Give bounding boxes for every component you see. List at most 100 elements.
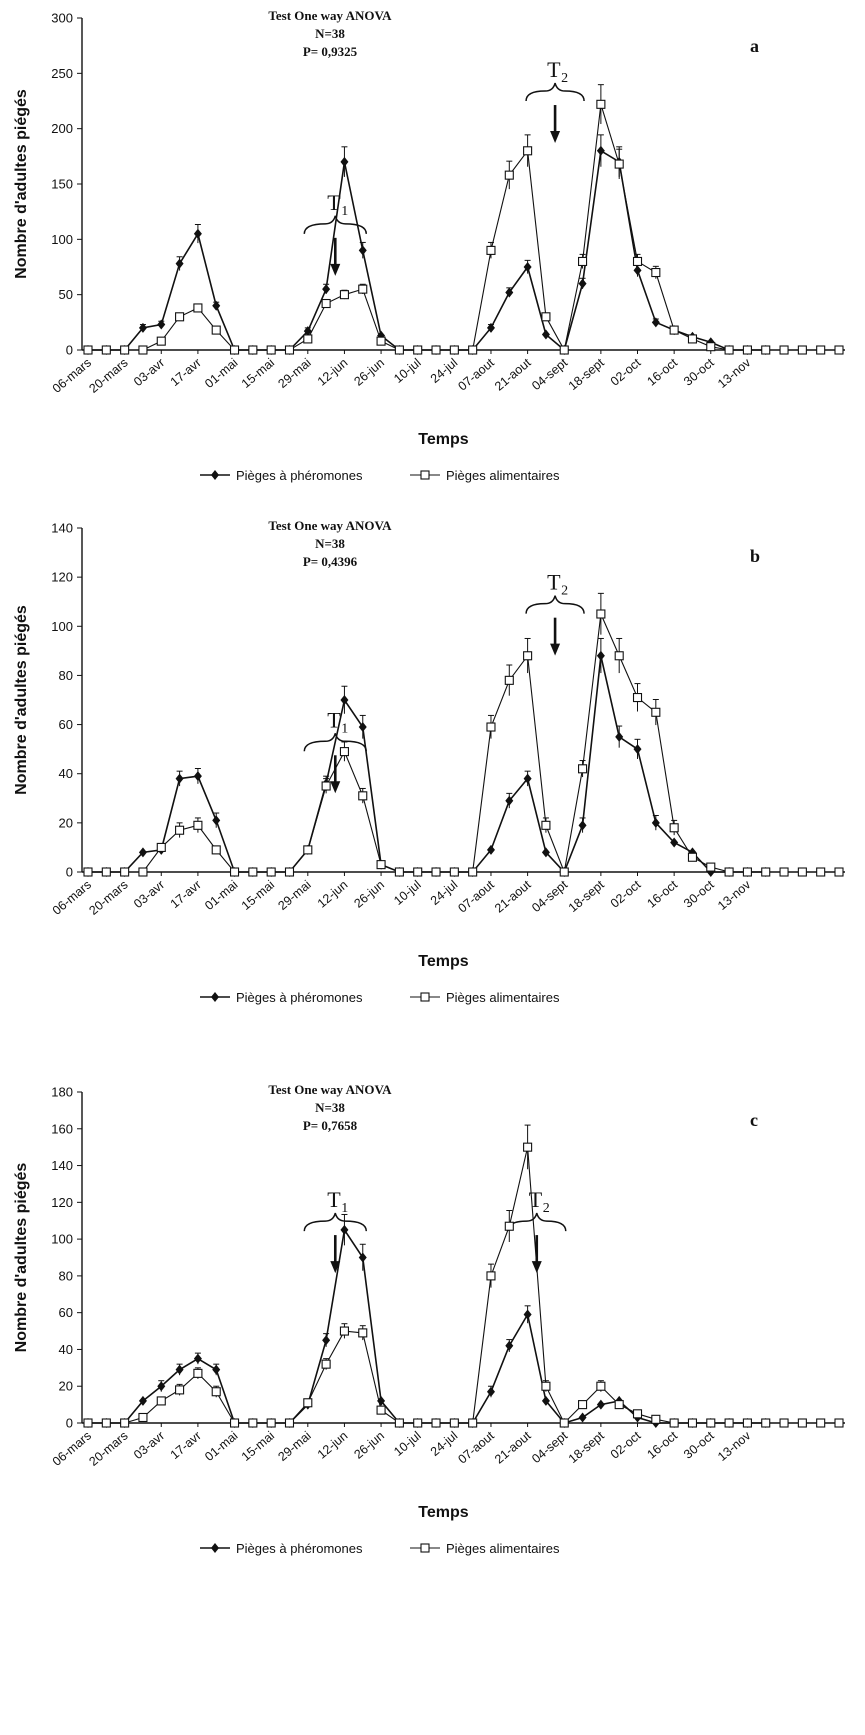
legend-label-food: Pièges alimentaires (446, 1541, 560, 1556)
point-food (504, 170, 514, 180)
point-food (394, 867, 404, 877)
treatment-sub: 2 (561, 71, 568, 86)
point-food (175, 825, 185, 835)
point-pheromone (358, 1252, 367, 1263)
point-food (284, 867, 295, 877)
point-pheromone (651, 317, 660, 328)
point-food (614, 651, 624, 661)
point-food (614, 159, 624, 169)
point-pheromone (523, 1309, 532, 1320)
point-food (156, 336, 166, 346)
y-tick-label: 250 (51, 66, 73, 81)
y-axis-title: Nombre d'adultes piégés (13, 89, 30, 279)
point-food (431, 1418, 441, 1428)
point-food (761, 1418, 771, 1428)
x-tick-label: 10-jul (391, 1429, 423, 1459)
point-food (303, 334, 313, 344)
point-food (761, 345, 771, 355)
point-food (339, 1326, 349, 1336)
x-tick-label: 13-nov (715, 355, 754, 391)
point-food (211, 845, 221, 855)
x-tick-label: 03-avr (131, 356, 167, 390)
point-food (413, 867, 423, 877)
y-tick-label: 40 (59, 1342, 73, 1357)
point-food (468, 867, 478, 877)
point-food (376, 860, 386, 870)
point-pheromone (523, 773, 532, 784)
y-tick-label: 200 (51, 121, 73, 136)
legend-marker-food (420, 470, 430, 480)
point-food (779, 867, 789, 877)
point-pheromone (138, 847, 147, 858)
treatment-brace (303, 1212, 368, 1232)
y-tick-label: 0 (66, 1416, 73, 1431)
y-tick-label: 100 (51, 1232, 73, 1247)
y-tick-label: 0 (66, 865, 73, 880)
point-food (596, 1381, 606, 1391)
x-tick-label: 03-avr (131, 878, 167, 912)
point-food (449, 345, 459, 355)
point-food (523, 146, 533, 156)
legend-label-pheromone: Pièges à phéromones (236, 990, 363, 1005)
x-tick-label: 26-jun (351, 878, 387, 911)
treatment-sub: 1 (341, 721, 348, 736)
point-food (120, 867, 130, 877)
y-tick-label: 120 (51, 570, 73, 585)
legend-label-pheromone: Pièges à phéromones (236, 468, 363, 483)
point-food (797, 867, 807, 877)
treatment-sub: 1 (341, 1201, 348, 1216)
point-food (687, 852, 698, 862)
x-tick-label: 21-aout (492, 355, 534, 393)
point-food (229, 345, 240, 355)
point-pheromone (486, 1386, 495, 1397)
treatment-brace (303, 215, 368, 234)
point-food (669, 1418, 679, 1428)
point-food (797, 345, 807, 355)
point-food (486, 245, 496, 255)
point-food (266, 867, 276, 877)
point-food (742, 345, 752, 355)
y-tick-label: 140 (51, 521, 73, 536)
y-tick-label: 100 (51, 232, 73, 247)
point-food (706, 1418, 716, 1428)
x-tick-label: 02-oct (608, 1428, 644, 1461)
x-tick-label: 15-mai (239, 878, 277, 913)
point-pheromone (212, 1364, 221, 1375)
arrow-icon (330, 1261, 341, 1274)
stats-line: N=38 (315, 1100, 345, 1115)
point-pheromone (633, 744, 642, 755)
point-food (120, 1418, 130, 1428)
x-tick-label: 07-aout (455, 1428, 497, 1466)
treatment-brace (525, 82, 585, 102)
stats-line: Test One way ANOVA (268, 518, 392, 533)
y-tick-label: 60 (59, 717, 73, 732)
point-food (614, 1400, 624, 1410)
point-pheromone (175, 1364, 184, 1375)
point-pheromone (578, 278, 587, 289)
point-food (449, 867, 459, 877)
x-tick-label: 06-mars (50, 356, 94, 396)
point-pheromone (138, 1395, 147, 1406)
legend-label-food: Pièges alimentaires (446, 990, 560, 1005)
point-food (83, 1418, 93, 1428)
point-food (248, 1418, 258, 1428)
point-food (779, 345, 789, 355)
point-food (138, 345, 148, 355)
point-food (834, 345, 844, 355)
point-food (578, 256, 588, 267)
treatment-sub: 2 (543, 1201, 550, 1216)
x-tick-label: 06-mars (50, 1429, 94, 1469)
point-pheromone (596, 650, 605, 661)
point-food (339, 747, 349, 757)
treatment-brace (525, 595, 585, 614)
x-tick-label: 04-sept (529, 1428, 570, 1466)
panel-letter: a (750, 36, 759, 56)
point-food (504, 675, 514, 685)
point-food (284, 1418, 295, 1428)
x-tick-label: 12-jun (315, 356, 351, 389)
x-tick-label: 21-aout (492, 877, 534, 915)
point-food (834, 867, 844, 877)
point-pheromone (578, 820, 587, 831)
x-tick-label: 13-nov (715, 877, 754, 913)
x-axis-title: Temps (418, 1504, 468, 1521)
